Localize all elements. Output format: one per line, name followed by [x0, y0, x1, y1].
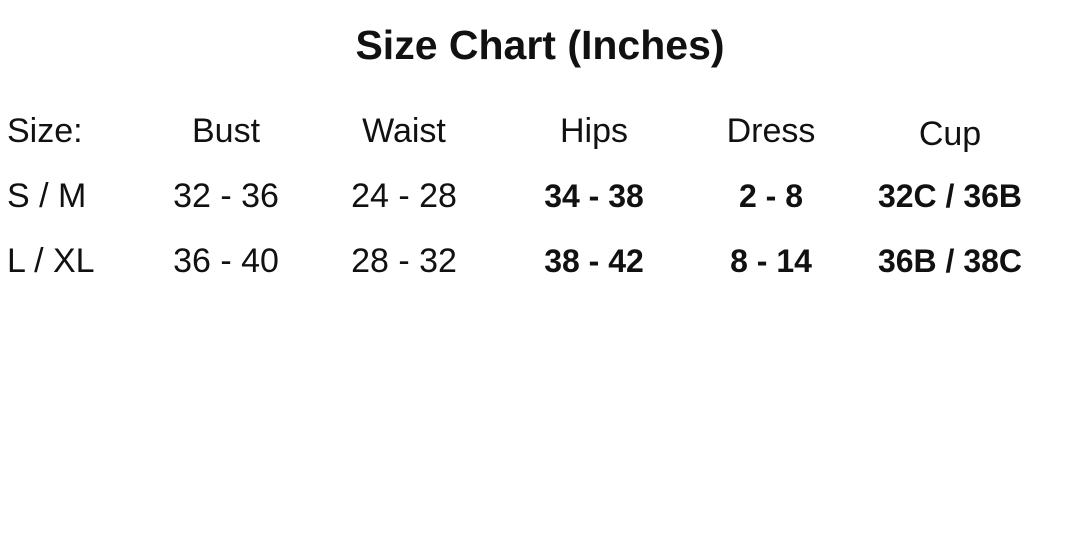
waist-value: 24 - 28	[351, 177, 457, 215]
hips-value: 38 - 42	[544, 243, 644, 279]
dress-value: 2 - 8	[738, 178, 804, 214]
hips-value: 34 - 38	[544, 178, 644, 214]
cup-value: 32C / 36B	[877, 178, 1023, 214]
bust-value: 36 - 40	[173, 242, 279, 280]
dress-value: 8 - 14	[730, 243, 812, 279]
waist-value: 28 - 32	[351, 242, 457, 280]
header-waist: Waist	[362, 112, 446, 150]
header-dress: Dress	[726, 112, 816, 150]
header-hips: Hips	[559, 112, 629, 150]
header-bust: Bust	[191, 112, 261, 150]
header-size: Size:	[7, 112, 83, 150]
page-title: Size Chart (Inches)	[355, 22, 725, 68]
header-cup: Cup	[918, 115, 982, 153]
cup-value: 36B / 38C	[877, 243, 1023, 279]
bust-value: 32 - 36	[173, 177, 279, 215]
size-label: L / XL	[7, 242, 95, 280]
size-label: S / M	[7, 177, 87, 215]
